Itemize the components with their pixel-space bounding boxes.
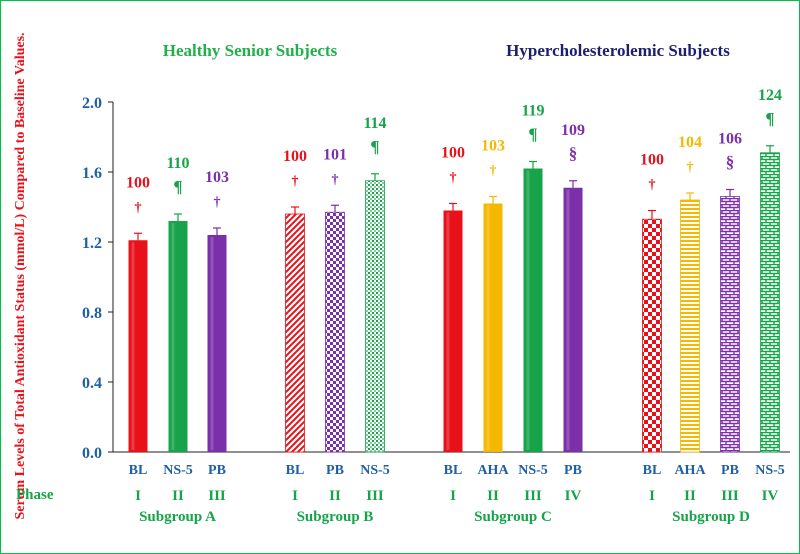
bar [128, 240, 148, 452]
y-tick-label: 2.0 [82, 95, 102, 112]
bar [720, 196, 740, 453]
bar-value-label: 109 [561, 122, 585, 139]
category-label: AHA [477, 463, 509, 478]
phase-value: I [135, 488, 141, 504]
significance-mark: † [687, 160, 694, 175]
y-tick-label: 0.8 [82, 305, 102, 322]
y-tick-label: 1.2 [82, 235, 102, 252]
significance-mark: † [490, 164, 497, 179]
group-title-hypercholesterolemic: Hypercholesterolemic Subjects [506, 41, 730, 60]
category-label: PB [721, 463, 739, 478]
phase-value: II [684, 488, 696, 504]
significance-mark: § [569, 144, 578, 163]
category-label: NS-5 [755, 463, 785, 478]
significance-mark: † [649, 178, 656, 193]
bar-value-label: 103 [205, 169, 229, 186]
bar [523, 168, 543, 452]
significance-mark: † [292, 174, 299, 189]
subgroup-label: Subgroup D [672, 509, 750, 525]
phase-value: II [329, 488, 341, 504]
significance-mark: § [726, 153, 735, 172]
category-label: AHA [674, 463, 706, 478]
bar-highlight [171, 223, 175, 450]
category-label: PB [208, 463, 226, 478]
bar-value-label: 104 [678, 134, 702, 151]
bar [443, 210, 463, 452]
phase-value: III [524, 488, 542, 504]
phase-value: I [450, 488, 456, 504]
phase-value: IV [762, 488, 779, 504]
phase-value: I [649, 488, 655, 504]
subgroup-label: Subgroup A [139, 509, 216, 525]
phase-value: I [292, 488, 298, 504]
category-label: NS-5 [360, 463, 390, 478]
group-title-healthy: Healthy Senior Subjects [163, 41, 338, 60]
bar [168, 221, 188, 452]
bar-highlight [566, 189, 570, 450]
bar-highlight [486, 205, 490, 450]
bar [207, 235, 227, 452]
significance-mark: † [214, 195, 221, 210]
y-tick-label: 0.0 [82, 445, 102, 462]
bar [285, 213, 305, 453]
bar-value-label: 101 [323, 146, 347, 163]
category-label: NS-5 [518, 463, 548, 478]
bar [325, 211, 345, 453]
significance-mark: ¶ [528, 125, 537, 144]
phase-value: II [172, 488, 184, 504]
bar [483, 203, 503, 452]
phase-value: III [721, 488, 739, 504]
significance-mark: † [135, 200, 142, 215]
bar [680, 199, 700, 453]
bar [563, 187, 583, 452]
bar-highlight [210, 237, 214, 450]
category-label: BL [444, 463, 463, 478]
subgroup-label: Subgroup C [474, 509, 552, 525]
bar [642, 218, 662, 453]
category-label: BL [129, 463, 148, 478]
bars [128, 145, 780, 453]
significance-mark: † [450, 171, 457, 186]
phase-value: III [366, 488, 384, 504]
category-label: BL [643, 463, 662, 478]
bar-value-label: 106 [718, 131, 742, 148]
bar-value-label: 124 [758, 87, 782, 104]
subgroup-label: Subgroup B [297, 509, 374, 525]
category-label: PB [326, 463, 344, 478]
category-label: PB [564, 463, 582, 478]
y-tick-label: 0.4 [82, 375, 102, 392]
bar-value-label: 100 [441, 145, 465, 162]
bar [760, 152, 780, 453]
phase-value: III [208, 488, 226, 504]
significance-mark: ¶ [370, 137, 379, 156]
category-label: BL [286, 463, 305, 478]
bar-value-label: 100 [126, 174, 150, 191]
y-axis-label: Serum Levels of Total Antioxidant Status… [13, 32, 28, 519]
significance-mark: † [332, 172, 339, 187]
bar-value-label: 100 [640, 152, 664, 169]
bar-value-label: 114 [363, 115, 386, 132]
bar-value-label: 100 [283, 148, 307, 165]
phase-value: II [487, 488, 499, 504]
significance-mark: ¶ [765, 109, 774, 128]
bar [365, 180, 385, 453]
y-tick-label: 1.6 [82, 165, 102, 182]
bar-value-label: 103 [481, 138, 505, 155]
bar-highlight [446, 212, 450, 450]
bar-value-label: 110 [166, 155, 189, 172]
bar-value-label: 119 [521, 103, 544, 120]
bar-highlight [131, 242, 135, 450]
category-label: NS-5 [163, 463, 193, 478]
y-ticks: 0.0 0.4 0.8 1.2 1.6 2.0 [82, 95, 113, 462]
significance-mark: ¶ [173, 177, 182, 196]
phase-value: IV [565, 488, 582, 504]
phase-label: Phase [16, 487, 54, 503]
bar-highlight [526, 170, 530, 450]
